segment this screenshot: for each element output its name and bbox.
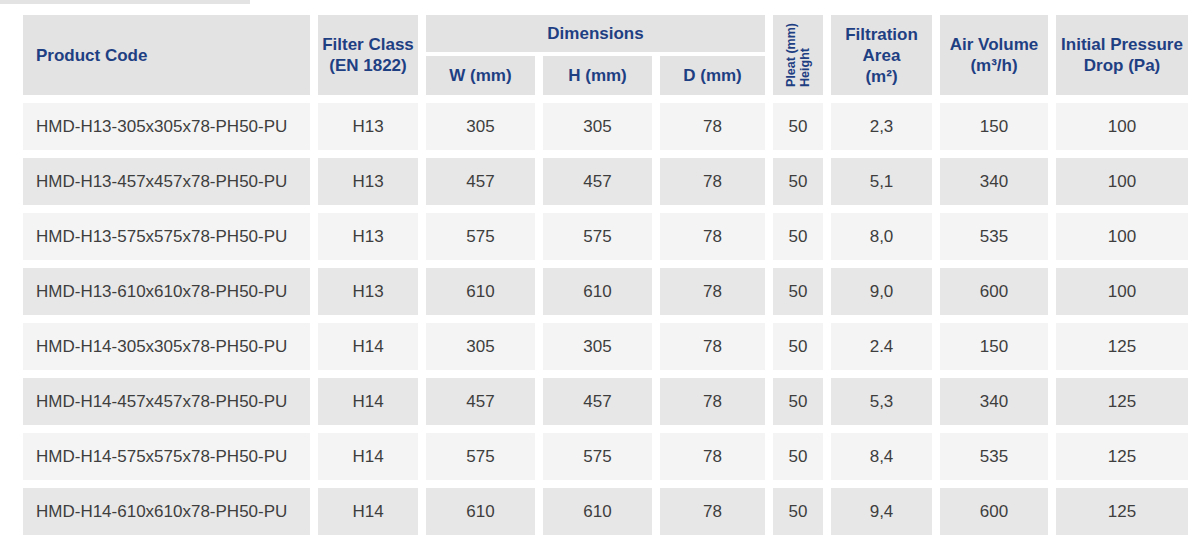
cell-filter-class: H13: [318, 158, 418, 205]
cell-product-code: HMD-H14-457x457x78-PH50-PU: [23, 378, 310, 425]
cell-width: 575: [426, 433, 535, 480]
header-pleat-height: Pleat (mm) Height: [773, 15, 823, 95]
cell-height: 457: [543, 378, 652, 425]
table-row: HMD-H13-305x305x78-PH50-PU H13 305 305 7…: [23, 103, 1188, 150]
cell-pleat-height: 50: [773, 103, 823, 150]
cell-height: 575: [543, 433, 652, 480]
table-row: HMD-H14-575x575x78-PH50-PU H14 575 575 7…: [23, 433, 1188, 480]
cell-depth: 78: [660, 488, 765, 535]
cell-filtration-area: 5,1: [831, 158, 932, 205]
cell-width: 610: [426, 268, 535, 315]
cell-width: 457: [426, 378, 535, 425]
cell-product-code: HMD-H14-305x305x78-PH50-PU: [23, 323, 310, 370]
cell-filtration-area: 9,0: [831, 268, 932, 315]
pleat-height-rotated-label: Pleat (mm) Height: [784, 23, 812, 87]
header-air-volume: Air Volume (m³/h): [940, 15, 1048, 95]
cell-pressure-drop: 100: [1056, 103, 1188, 150]
cell-height: 575: [543, 213, 652, 260]
header-filtration-area: Filtration Area (m²): [831, 15, 932, 95]
cell-pressure-drop: 125: [1056, 433, 1188, 480]
header-width: W (mm): [426, 56, 535, 95]
cell-product-code: HMD-H14-610x610x78-PH50-PU: [23, 488, 310, 535]
cell-air-volume: 340: [940, 378, 1048, 425]
cell-depth: 78: [660, 158, 765, 205]
header-depth: D (mm): [660, 56, 765, 95]
cell-depth: 78: [660, 268, 765, 315]
cell-depth: 78: [660, 213, 765, 260]
header-product-code: Product Code: [23, 15, 310, 95]
cell-height: 305: [543, 103, 652, 150]
cell-height: 457: [543, 158, 652, 205]
cell-pleat-height: 50: [773, 213, 823, 260]
cropped-artifact: [0, 0, 250, 4]
cell-pleat-height: 50: [773, 268, 823, 315]
table-row: HMD-H14-305x305x78-PH50-PU H14 305 305 7…: [23, 323, 1188, 370]
cell-pleat-height: 50: [773, 433, 823, 480]
cell-height: 610: [543, 488, 652, 535]
cell-width: 575: [426, 213, 535, 260]
cell-depth: 78: [660, 378, 765, 425]
cell-filtration-area: 2,3: [831, 103, 932, 150]
header-height: H (mm): [543, 56, 652, 95]
cell-air-volume: 535: [940, 213, 1048, 260]
cell-air-volume: 150: [940, 323, 1048, 370]
table-body: HMD-H13-305x305x78-PH50-PU H13 305 305 7…: [23, 103, 1188, 535]
cell-width: 305: [426, 103, 535, 150]
cell-air-volume: 600: [940, 268, 1048, 315]
cell-pleat-height: 50: [773, 488, 823, 535]
cell-pressure-drop: 100: [1056, 158, 1188, 205]
cell-pressure-drop: 125: [1056, 323, 1188, 370]
cell-pleat-height: 50: [773, 158, 823, 205]
cell-height: 610: [543, 268, 652, 315]
cell-width: 457: [426, 158, 535, 205]
table-row: HMD-H13-457x457x78-PH50-PU H13 457 457 7…: [23, 158, 1188, 205]
cell-pleat-height: 50: [773, 323, 823, 370]
header-dimensions-group: Dimensions: [426, 15, 765, 52]
cell-filter-class: H13: [318, 268, 418, 315]
cell-pressure-drop: 125: [1056, 488, 1188, 535]
header-initial-pressure-drop: Initial Pressure Drop (Pa): [1056, 15, 1188, 95]
cell-depth: 78: [660, 433, 765, 480]
table-header: Product Code Filter Class (EN 1822) Dime…: [23, 15, 1188, 95]
cell-product-code: HMD-H13-610x610x78-PH50-PU: [23, 268, 310, 315]
header-product-code-label: Product Code: [36, 45, 147, 66]
filter-spec-table: Product Code Filter Class (EN 1822) Dime…: [23, 15, 1188, 543]
cell-air-volume: 535: [940, 433, 1048, 480]
cell-filtration-area: 5,3: [831, 378, 932, 425]
cell-filtration-area: 8,0: [831, 213, 932, 260]
cell-filter-class: H14: [318, 378, 418, 425]
cell-width: 305: [426, 323, 535, 370]
cell-depth: 78: [660, 323, 765, 370]
table-row: HMD-H13-575x575x78-PH50-PU H13 575 575 7…: [23, 213, 1188, 260]
cell-product-code: HMD-H13-575x575x78-PH50-PU: [23, 213, 310, 260]
cell-pleat-height: 50: [773, 378, 823, 425]
cell-product-code: HMD-H13-305x305x78-PH50-PU: [23, 103, 310, 150]
datasheet-page: Product Code Filter Class (EN 1822) Dime…: [0, 0, 1200, 559]
cell-filter-class: H14: [318, 433, 418, 480]
table-row: HMD-H14-457x457x78-PH50-PU H14 457 457 7…: [23, 378, 1188, 425]
table-row: HMD-H14-610x610x78-PH50-PU H14 610 610 7…: [23, 488, 1188, 535]
header-filter-class: Filter Class (EN 1822): [318, 15, 418, 95]
cell-width: 610: [426, 488, 535, 535]
cell-product-code: HMD-H14-575x575x78-PH50-PU: [23, 433, 310, 480]
cell-height: 305: [543, 323, 652, 370]
cell-depth: 78: [660, 103, 765, 150]
cell-air-volume: 600: [940, 488, 1048, 535]
cell-pressure-drop: 100: [1056, 268, 1188, 315]
cell-product-code: HMD-H13-457x457x78-PH50-PU: [23, 158, 310, 205]
cell-filter-class: H13: [318, 103, 418, 150]
cell-filter-class: H13: [318, 213, 418, 260]
cell-pressure-drop: 125: [1056, 378, 1188, 425]
cell-air-volume: 150: [940, 103, 1048, 150]
cell-filter-class: H14: [318, 323, 418, 370]
cell-air-volume: 340: [940, 158, 1048, 205]
cell-filter-class: H14: [318, 488, 418, 535]
cell-filtration-area: 9,4: [831, 488, 932, 535]
table-row: HMD-H13-610x610x78-PH50-PU H13 610 610 7…: [23, 268, 1188, 315]
cell-pressure-drop: 100: [1056, 213, 1188, 260]
cell-filtration-area: 2.4: [831, 323, 932, 370]
cell-filtration-area: 8,4: [831, 433, 932, 480]
